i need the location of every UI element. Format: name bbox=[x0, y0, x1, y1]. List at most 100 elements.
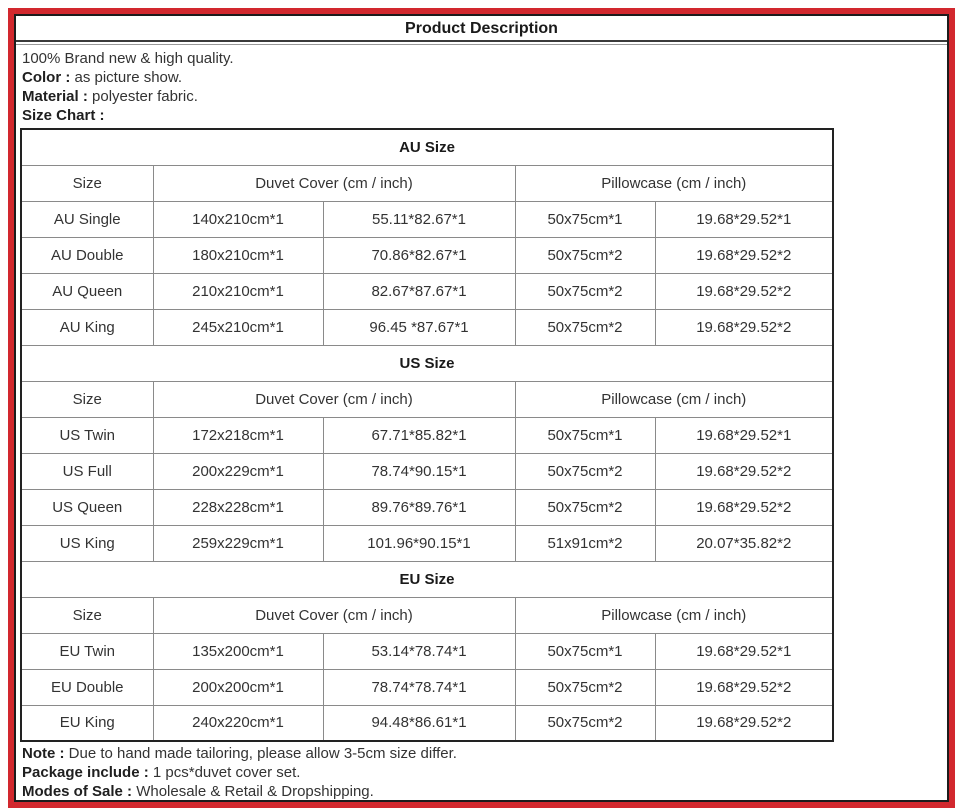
table-cell-col4: 50x75cm*2 bbox=[514, 236, 656, 274]
section-title-cell: EU Size bbox=[20, 560, 834, 598]
table-row: EU Twin 135x200cm*1 53.14*78.74*1 50x75cm*1… bbox=[20, 632, 834, 670]
table-cell-col3: 55.11*82.67*1 bbox=[322, 200, 516, 238]
intro-line: Material : polyester fabric. bbox=[22, 87, 941, 106]
table-cell-col3: 78.74*90.15*1 bbox=[322, 452, 516, 490]
table-cell-col2: 228x228cm*1 bbox=[152, 488, 324, 526]
table-cell-col1: EU King bbox=[20, 704, 154, 742]
title-divider bbox=[16, 44, 947, 45]
table-row: US Queen 228x228cm*1 89.76*89.76*1 50x75cm*… bbox=[20, 488, 834, 526]
col-header-pillowcase: Pillowcase (cm / inch) bbox=[514, 596, 834, 634]
table-cell-col4: 50x75cm*2 bbox=[514, 704, 656, 742]
section-title-row: EU Size bbox=[20, 560, 834, 598]
table-row: US Twin 172x218cm*1 67.71*85.82*1 50x75cm*1… bbox=[20, 416, 834, 454]
table-row: EU King 240x220cm*1 94.48*86.61*1 50x75cm*2… bbox=[20, 704, 834, 742]
col-header-size: Size bbox=[20, 164, 154, 202]
table-cell-col2: 259x229cm*1 bbox=[152, 524, 324, 562]
table-row: EU Double 200x200cm*1 78.74*78.74*1 50x75cm… bbox=[20, 668, 834, 706]
table-cell-col2: 180x210cm*1 bbox=[152, 236, 324, 274]
footer-text: Wholesale & Retail & Dropshipping. bbox=[136, 783, 374, 800]
col-header-duvet-cover: Duvet Cover (cm / inch) bbox=[152, 596, 516, 634]
intro-text: as picture show. bbox=[74, 69, 183, 86]
footer-line: Package include : 1 pcs*duvet cover set. bbox=[22, 763, 941, 782]
intro-line: Color : as picture show. bbox=[22, 68, 941, 87]
table-cell-col3: 70.86*82.67*1 bbox=[322, 236, 516, 274]
column-header-row: Size Duvet Cover (cm / inch) Pillowcase (c… bbox=[20, 596, 834, 634]
section-title-cell: AU Size bbox=[20, 128, 834, 166]
size-chart-table: AU Size Size Duvet Cover (cm / inch) Pillow… bbox=[20, 128, 835, 742]
intro-text: 100% Brand new & high quality. bbox=[22, 50, 234, 67]
table-cell-col5: 19.68*29.52*2 bbox=[654, 668, 834, 706]
table-cell-col1: EU Double bbox=[20, 668, 154, 706]
column-header-row: Size Duvet Cover (cm / inch) Pillowcase (c… bbox=[20, 380, 834, 418]
table-cell-col1: AU Queen bbox=[20, 272, 154, 310]
table-cell-col4: 50x75cm*2 bbox=[514, 452, 656, 490]
table-cell-col4: 50x75cm*1 bbox=[514, 632, 656, 670]
table-cell-col3: 101.96*90.15*1 bbox=[322, 524, 516, 562]
col-header-duvet-cover: Duvet Cover (cm / inch) bbox=[152, 164, 516, 202]
table-cell-col1: EU Twin bbox=[20, 632, 154, 670]
table-cell-col5: 19.68*29.52*2 bbox=[654, 308, 834, 346]
table-cell-col1: US Queen bbox=[20, 488, 154, 526]
col-header-size: Size bbox=[20, 380, 154, 418]
table-cell-col5: 19.68*29.52*2 bbox=[654, 236, 834, 274]
table-cell-col2: 135x200cm*1 bbox=[152, 632, 324, 670]
table-cell-col5: 19.68*29.52*1 bbox=[654, 632, 834, 670]
footer-label: Package include : bbox=[22, 764, 153, 781]
col-header-duvet-cover: Duvet Cover (cm / inch) bbox=[152, 380, 516, 418]
table-cell-col3: 96.45 *87.67*1 bbox=[322, 308, 516, 346]
page-title: Product Description bbox=[16, 16, 947, 42]
table-cell-col4: 50x75cm*2 bbox=[514, 308, 656, 346]
table-cell-col4: 50x75cm*2 bbox=[514, 488, 656, 526]
section-title-row: US Size bbox=[20, 344, 834, 382]
table-cell-col3: 67.71*85.82*1 bbox=[322, 416, 516, 454]
table-cell-col3: 53.14*78.74*1 bbox=[322, 632, 516, 670]
intro-label: Size Chart : bbox=[22, 107, 109, 124]
table-cell-col3: 89.76*89.76*1 bbox=[322, 488, 516, 526]
size-chart-body: AU Size Size Duvet Cover (cm / inch) Pillow… bbox=[20, 128, 834, 742]
column-header-row: Size Duvet Cover (cm / inch) Pillowcase (c… bbox=[20, 164, 834, 202]
table-cell-col3: 82.67*87.67*1 bbox=[322, 272, 516, 310]
table-cell-col5: 19.68*29.52*2 bbox=[654, 704, 834, 742]
section-title-row: AU Size bbox=[20, 128, 834, 166]
footer-line: Note : Due to hand made tailoring, pleas… bbox=[22, 744, 941, 763]
table-cell-col5: 19.68*29.52*2 bbox=[654, 488, 834, 526]
table-cell-col2: 172x218cm*1 bbox=[152, 416, 324, 454]
col-header-pillowcase: Pillowcase (cm / inch) bbox=[514, 164, 834, 202]
footer-text: Due to hand made tailoring, please allow… bbox=[68, 745, 457, 762]
table-row: AU Double 180x210cm*1 70.86*82.67*1 50x75cm… bbox=[20, 236, 834, 274]
table-row: AU Single 140x210cm*1 55.11*82.67*1 50x75cm… bbox=[20, 200, 834, 238]
table-cell-col1: AU Double bbox=[20, 236, 154, 274]
table-cell-col4: 50x75cm*1 bbox=[514, 416, 656, 454]
table-row: US Full 200x229cm*1 78.74*90.15*1 50x75cm*2… bbox=[20, 452, 834, 490]
footer-label: Modes of Sale : bbox=[22, 783, 137, 800]
intro-block: 100% Brand new & high quality. Color : as… bbox=[16, 45, 947, 126]
content-area: Product Description 100% Brand new & hig… bbox=[14, 14, 949, 802]
table-cell-col5: 19.68*29.52*2 bbox=[654, 452, 834, 490]
table-cell-col2: 140x210cm*1 bbox=[152, 200, 324, 238]
table-cell-col5: 20.07*35.82*2 bbox=[654, 524, 834, 562]
intro-line: Size Chart : bbox=[22, 106, 941, 125]
table-cell-col4: 51x91cm*2 bbox=[514, 524, 656, 562]
table-cell-col2: 245x210cm*1 bbox=[152, 308, 324, 346]
product-description-frame: Product Description 100% Brand new & hig… bbox=[8, 8, 955, 808]
intro-label: Color : bbox=[22, 69, 75, 86]
table-cell-col1: US King bbox=[20, 524, 154, 562]
intro-text: polyester fabric. bbox=[92, 88, 198, 105]
table-cell-col2: 210x210cm*1 bbox=[152, 272, 324, 310]
table-cell-col1: US Twin bbox=[20, 416, 154, 454]
table-cell-col3: 78.74*78.74*1 bbox=[322, 668, 516, 706]
table-cell-col1: US Full bbox=[20, 452, 154, 490]
table-cell-col5: 19.68*29.52*1 bbox=[654, 416, 834, 454]
footer-block: Note : Due to hand made tailoring, pleas… bbox=[16, 742, 947, 800]
table-row: AU King 245x210cm*1 96.45 *87.67*1 50x75cm*… bbox=[20, 308, 834, 346]
col-header-size: Size bbox=[20, 596, 154, 634]
section-title-cell: US Size bbox=[20, 344, 834, 382]
table-cell-col2: 240x220cm*1 bbox=[152, 704, 324, 742]
table-cell-col5: 19.68*29.52*1 bbox=[654, 200, 834, 238]
table-cell-col2: 200x200cm*1 bbox=[152, 668, 324, 706]
footer-text: 1 pcs*duvet cover set. bbox=[152, 764, 301, 781]
footer-label: Note : bbox=[22, 745, 69, 762]
intro-line: 100% Brand new & high quality. bbox=[22, 49, 941, 68]
intro-label: Material : bbox=[22, 88, 93, 105]
table-cell-col3: 94.48*86.61*1 bbox=[322, 704, 516, 742]
